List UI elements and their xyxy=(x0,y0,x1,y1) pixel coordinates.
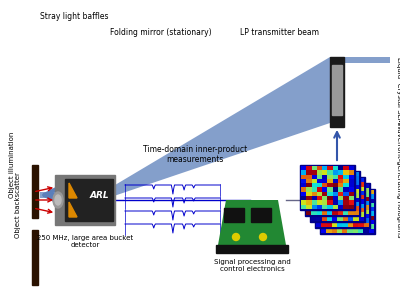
Bar xyxy=(216,245,288,253)
Text: Stray light baffles: Stray light baffles xyxy=(40,12,108,21)
Text: Time-domain inner-product
measurements: Time-domain inner-product measurements xyxy=(143,145,247,164)
Polygon shape xyxy=(105,57,330,199)
Polygon shape xyxy=(218,200,286,245)
Ellipse shape xyxy=(53,192,63,208)
Bar xyxy=(55,175,115,225)
Polygon shape xyxy=(330,57,390,63)
Polygon shape xyxy=(69,183,77,198)
Text: Folding mirror (stationary): Folding mirror (stationary) xyxy=(110,28,212,37)
Bar xyxy=(32,165,38,218)
Bar xyxy=(300,165,355,210)
Text: LP transmitter beam: LP transmitter beam xyxy=(240,28,319,37)
Bar xyxy=(310,177,365,222)
Circle shape xyxy=(260,233,266,241)
Polygon shape xyxy=(69,202,77,217)
Text: 250 MHz, large area bucket
detector: 250 MHz, large area bucket detector xyxy=(37,235,133,248)
Bar xyxy=(305,171,360,216)
Circle shape xyxy=(232,233,240,241)
Text: ARL: ARL xyxy=(89,191,109,200)
Text: Liquid  Crystal SLM: Liquid Crystal SLM xyxy=(396,57,400,123)
Bar xyxy=(65,179,113,221)
Polygon shape xyxy=(40,192,105,198)
Bar xyxy=(224,208,244,222)
Bar xyxy=(330,57,344,127)
Text: Object illumination: Object illumination xyxy=(9,132,15,198)
Text: Wavefront-generating holograms: Wavefront-generating holograms xyxy=(396,122,400,238)
Text: Object backscatter: Object backscatter xyxy=(15,172,21,238)
Text: Signal processing and
control electronics: Signal processing and control electronic… xyxy=(214,259,290,272)
Bar xyxy=(320,189,375,234)
Ellipse shape xyxy=(55,195,61,205)
Bar xyxy=(315,183,370,228)
Bar xyxy=(251,208,271,222)
Bar xyxy=(32,230,38,285)
Bar xyxy=(332,65,342,115)
